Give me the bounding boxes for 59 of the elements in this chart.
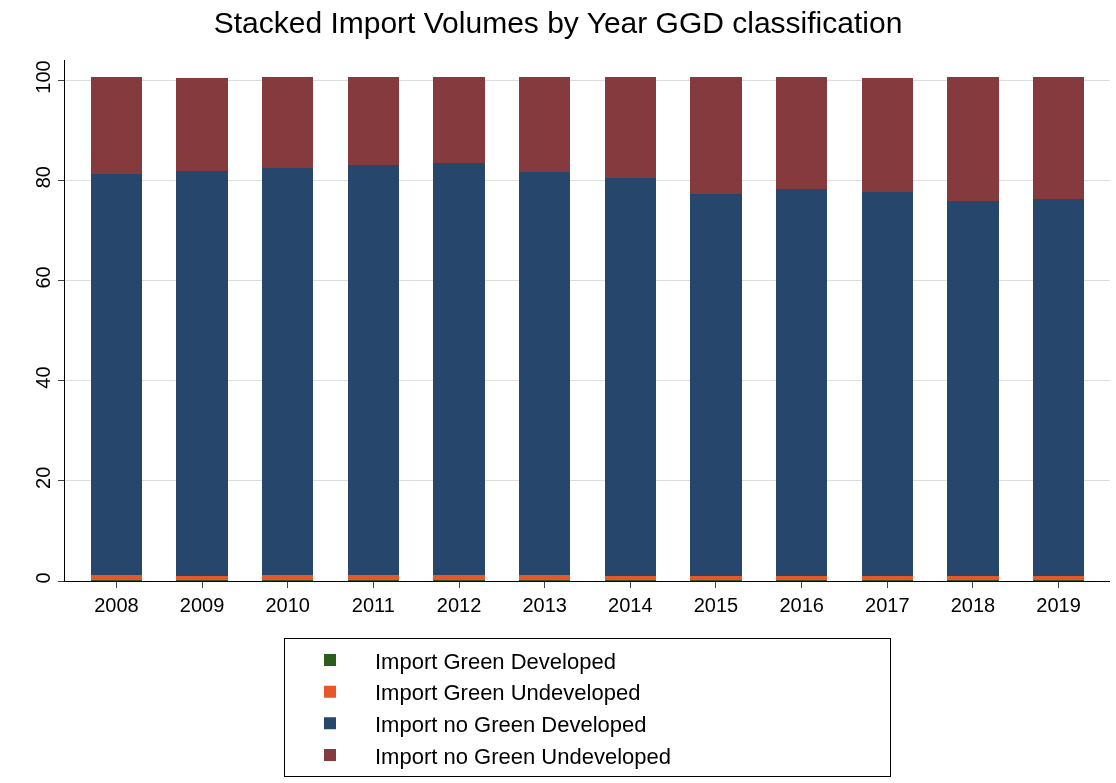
x-tick-label: 2018 [950,594,996,616]
y-tick-label: 40 [32,366,54,389]
bar [775,77,828,190]
bar [90,77,143,175]
bar [433,76,485,164]
bar [1032,576,1085,580]
x-tick-label: 2009 [179,594,225,616]
x-tick-label: 2012 [436,594,482,616]
x-tick-label: 2008 [94,594,139,616]
bar [947,77,999,202]
bar [1032,77,1085,200]
bar [604,77,657,179]
bar [262,167,314,575]
x-tick-label: 2016 [779,594,824,616]
bar [433,575,485,580]
legend-label: Import no Green Developed [375,711,647,737]
x-tick-label: 2013 [522,594,567,616]
bar [690,575,742,580]
bar [861,77,913,192]
x-tick-label: 2015 [693,594,739,616]
bar [347,76,400,166]
x-tick-label: 2011 [351,594,395,616]
bar [262,574,314,580]
bar [518,575,571,580]
bar [690,77,742,194]
bar [775,189,828,576]
bar [947,201,999,576]
bar [433,163,485,576]
x-tick-label: 2010 [265,594,310,616]
x-tick-label: 2014 [608,594,653,616]
bar [604,575,657,580]
bar [262,76,314,168]
bar [604,178,657,576]
bar [861,576,913,580]
bar [176,77,228,171]
bar [947,575,999,580]
y-tick-label: 60 [32,266,54,289]
legend-label: Import no Green Undeveloped [375,743,671,769]
bar [90,574,143,580]
legend-label: Import Green Developed [375,648,616,674]
bar [861,191,913,577]
y-tick-label: 100 [32,60,54,94]
bar [690,193,742,576]
bar [775,575,828,580]
y-tick-label: 20 [32,466,54,489]
bar [347,165,400,575]
chart-title: Stacked Import Volumes by Year GGD classification [213,5,903,39]
bar [518,76,571,172]
legend-label: Import Green Undeveloped [375,680,641,706]
y-tick-label: 0 [32,572,54,584]
x-tick-label: 2019 [1036,594,1081,616]
bar [347,574,400,580]
x-tick-label: 2017 [865,594,910,616]
bar [176,170,228,576]
bar [1032,199,1085,577]
bar [176,575,228,580]
bar [518,171,571,576]
y-tick-label: 80 [32,166,54,189]
bar [90,174,143,575]
